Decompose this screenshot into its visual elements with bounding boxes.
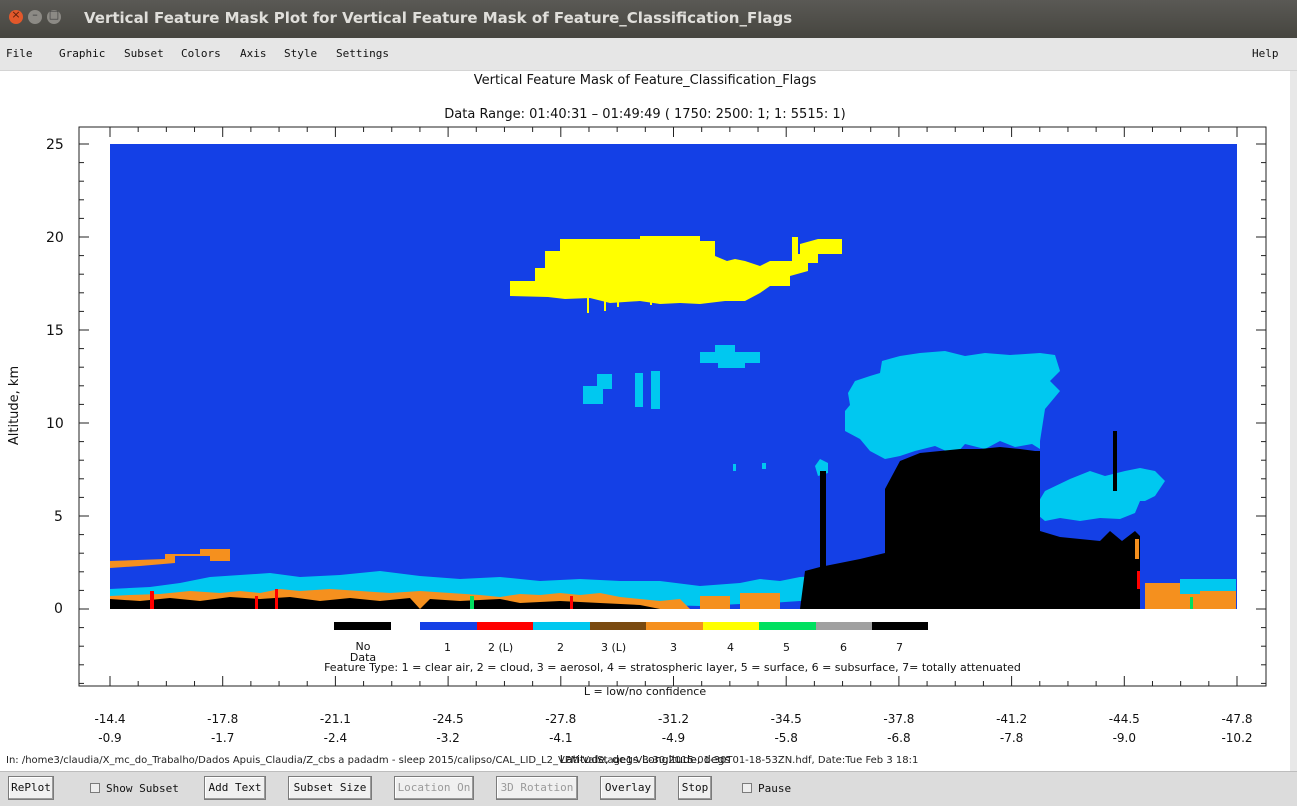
y-tick-label: 0: [54, 601, 63, 617]
menu-axis[interactable]: Axis: [240, 47, 267, 60]
pause-label: Pause: [758, 782, 792, 795]
checkbox-box: [90, 783, 100, 793]
3d-rotation-button[interactable]: 3D Rotation: [496, 776, 578, 800]
window-titlebar: × – □ Vertical Feature Mask Plot for Ver…: [0, 0, 1297, 38]
y-axis-label: Altitude, km: [7, 365, 23, 446]
vertical-scrollbar[interactable]: [1290, 71, 1297, 771]
minimize-icon: –: [32, 8, 38, 21]
x-tick-label-longitude: -2.4: [323, 731, 348, 745]
x-tick-label-latitude: -47.8: [1221, 712, 1253, 726]
location-on-button[interactable]: Location On: [394, 776, 474, 800]
y-ticks: [79, 143, 1266, 684]
feature-type-caption: Feature Type: 1 = clear air, 2 = cloud, …: [324, 661, 1021, 674]
pause-checkbox[interactable]: Pause: [742, 782, 791, 795]
menu-colors[interactable]: Colors: [181, 47, 221, 60]
legend-label-4: 4: [727, 641, 734, 654]
x-tick-label-latitude: -21.1: [319, 712, 351, 726]
x-tick-label-longitude: -4.1: [549, 731, 573, 745]
x-tick-label-latitude: -27.8: [545, 712, 577, 726]
legend-label-6: 6: [840, 641, 847, 654]
stratospheric-layer: [510, 236, 842, 313]
x-ticks: [109, 127, 1238, 686]
x-tick-label-latitude: -41.2: [996, 712, 1028, 726]
x-tick-label-longitude: -0.9: [98, 731, 122, 745]
window-title: Vertical Feature Mask Plot for Vertical …: [84, 9, 793, 27]
plot-title: Vertical Feature Mask of Feature_Classif…: [473, 73, 817, 88]
minimize-window-button[interactable]: –: [28, 8, 42, 24]
legend-label-2l: 2 (L): [488, 641, 514, 654]
legend-label-1: 1: [444, 641, 451, 654]
legend-swatch-2: [533, 622, 590, 630]
x-tick-label-latitude: -14.4: [94, 712, 126, 726]
legend-swatch-7: [872, 622, 928, 630]
menu-subset[interactable]: Subset: [124, 47, 164, 60]
x-tick-label-latitude: -31.2: [657, 712, 690, 726]
menu-settings[interactable]: Settings: [336, 47, 389, 60]
x-tick-label-longitude: -9.0: [1112, 731, 1136, 745]
x-axis-label: Latitude, degs Longitude, degs: [559, 753, 731, 766]
x-tick-label-latitude: -34.5: [770, 712, 802, 726]
x-tick-label-longitude: -6.8: [887, 731, 911, 745]
subset-size-button[interactable]: Subset Size: [288, 776, 372, 800]
legend-label-5: 5: [783, 641, 790, 654]
y-tick-label: 20: [46, 230, 64, 246]
replot-button[interactable]: RePlot: [8, 776, 54, 800]
menu-graphic[interactable]: Graphic: [59, 47, 106, 60]
menu-file[interactable]: File: [6, 47, 33, 60]
legend-label-3l: 3 (L): [601, 641, 627, 654]
x-tick-label-longitude: -5.8: [774, 731, 798, 745]
show-subset-label: Show Subset: [106, 782, 179, 795]
legend-swatch-2l: [477, 622, 533, 630]
x-tick-label-latitude: -17.8: [207, 712, 239, 726]
menu-bar: File Graphic Subset Colors Axis Style Se…: [0, 38, 1297, 71]
surface-detail-marks: [150, 539, 1236, 609]
maximize-icon: □: [48, 8, 60, 21]
legend-swatch-no-data: [334, 622, 391, 630]
stop-button[interactable]: Stop: [678, 776, 712, 800]
legend-label-3: 3: [670, 641, 677, 654]
menu-help[interactable]: Help: [1252, 47, 1279, 60]
maximize-window-button[interactable]: □: [47, 8, 61, 24]
x-tick-label-latitude: -44.5: [1108, 712, 1140, 726]
legend-swatch-3l: [590, 622, 646, 630]
x-tick-label-longitude: -1.7: [210, 731, 235, 745]
mid-level-clouds: [583, 345, 1165, 521]
file-path-text: In: /home3/claudia/X_mc_do_Trabalho/Dado…: [6, 755, 919, 766]
y-tick-label: 10: [46, 416, 64, 432]
menu-style[interactable]: Style: [284, 47, 318, 60]
x-tick-label-longitude: -4.9: [661, 731, 686, 745]
x-tick-label-longitude: -10.2: [1221, 731, 1253, 745]
y-tick-label: 25: [46, 137, 64, 153]
add-text-button[interactable]: Add Text: [204, 776, 266, 800]
low-confidence-caption: L = low/no confidence: [583, 685, 707, 698]
legend-label-7: 7: [896, 641, 903, 654]
legend-swatch-5: [759, 622, 816, 630]
x-tick-label-latitude: -37.8: [883, 712, 915, 726]
y-tick-label: 5: [54, 509, 63, 525]
show-subset-checkbox[interactable]: Show Subset: [90, 782, 179, 795]
plot-frame: [78, 126, 1267, 687]
bottom-toolbar: RePlot Show Subset Add Text Subset Size …: [0, 771, 1297, 806]
x-tick-label-longitude: -7.8: [999, 731, 1024, 745]
plot-area[interactable]: Vertical Feature Mask of Feature_Classif…: [0, 71, 1290, 771]
x-tick-label-longitude: -3.2: [436, 731, 460, 745]
checkbox-box: [742, 783, 752, 793]
y-tick-label: 15: [46, 323, 64, 339]
legend-swatch-1: [420, 622, 477, 630]
vfm-plot-svg: [78, 126, 1267, 687]
close-icon: ×: [11, 8, 21, 21]
legend-swatch-6: [816, 622, 872, 630]
legend-colorbar: [334, 622, 928, 630]
plot-subtitle: Data Range: 01:40:31 – 01:49:49 ( 1750: …: [444, 107, 846, 122]
legend-swatch-3: [646, 622, 703, 630]
legend-label-2: 2: [557, 641, 564, 654]
x-tick-label-latitude: -24.5: [432, 712, 464, 726]
close-window-button[interactable]: ×: [9, 8, 23, 24]
attenuated-region: [110, 431, 1140, 609]
legend-label-no-data: No Data: [349, 640, 377, 664]
legend-swatch-4: [703, 622, 759, 630]
overlay-button[interactable]: Overlay: [600, 776, 656, 800]
